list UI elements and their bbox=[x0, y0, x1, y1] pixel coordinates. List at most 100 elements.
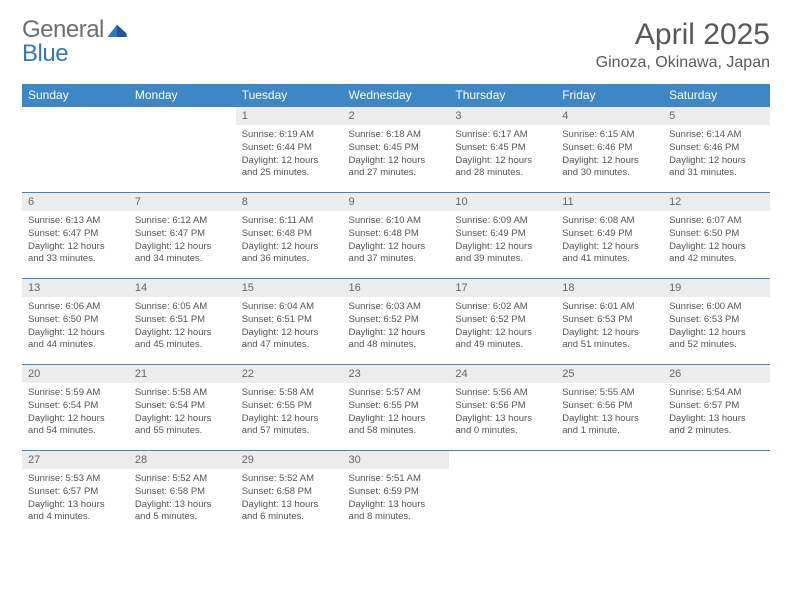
sunset-text: Sunset: 6:58 PM bbox=[135, 486, 230, 499]
calendar-day-cell: 24Sunrise: 5:56 AMSunset: 6:56 PMDayligh… bbox=[449, 365, 556, 451]
sunrise-text: Sunrise: 6:08 AM bbox=[562, 215, 657, 228]
day-content: Sunrise: 6:07 AMSunset: 6:50 PMDaylight:… bbox=[663, 211, 770, 272]
day-number: 28 bbox=[129, 451, 236, 469]
day-number: 10 bbox=[449, 193, 556, 211]
day-content: Sunrise: 6:08 AMSunset: 6:49 PMDaylight:… bbox=[556, 211, 663, 272]
weekday-header: Monday bbox=[129, 84, 236, 107]
sunrise-text: Sunrise: 6:04 AM bbox=[242, 301, 337, 314]
day-number: 11 bbox=[556, 193, 663, 211]
day-number: 15 bbox=[236, 279, 343, 297]
sunset-text: Sunset: 6:53 PM bbox=[562, 314, 657, 327]
title-block: April 2025 Ginoza, Okinawa, Japan bbox=[596, 18, 770, 72]
day-content: Sunrise: 6:14 AMSunset: 6:46 PMDaylight:… bbox=[663, 125, 770, 186]
daylight-text: Daylight: 12 hours and 37 minutes. bbox=[349, 241, 444, 267]
sunrise-text: Sunrise: 6:12 AM bbox=[135, 215, 230, 228]
day-content: Sunrise: 6:02 AMSunset: 6:52 PMDaylight:… bbox=[449, 297, 556, 358]
daylight-text: Daylight: 13 hours and 0 minutes. bbox=[455, 413, 550, 439]
sunset-text: Sunset: 6:47 PM bbox=[28, 228, 123, 241]
logo-text-2: Blue bbox=[22, 40, 68, 67]
sunrise-text: Sunrise: 5:51 AM bbox=[349, 473, 444, 486]
daylight-text: Daylight: 12 hours and 45 minutes. bbox=[135, 327, 230, 353]
sunrise-text: Sunrise: 6:00 AM bbox=[669, 301, 764, 314]
sunrise-text: Sunrise: 6:09 AM bbox=[455, 215, 550, 228]
calendar-day-cell: 8Sunrise: 6:11 AMSunset: 6:48 PMDaylight… bbox=[236, 193, 343, 279]
calendar-day-cell: 4Sunrise: 6:15 AMSunset: 6:46 PMDaylight… bbox=[556, 107, 663, 193]
sunset-text: Sunset: 6:52 PM bbox=[455, 314, 550, 327]
calendar-day-cell bbox=[22, 107, 129, 193]
day-content: Sunrise: 6:04 AMSunset: 6:51 PMDaylight:… bbox=[236, 297, 343, 358]
weekday-header: Thursday bbox=[449, 84, 556, 107]
sunset-text: Sunset: 6:56 PM bbox=[455, 400, 550, 413]
sunset-text: Sunset: 6:50 PM bbox=[669, 228, 764, 241]
day-number: 25 bbox=[556, 365, 663, 383]
day-number: 30 bbox=[343, 451, 450, 469]
sunrise-text: Sunrise: 5:59 AM bbox=[28, 387, 123, 400]
sunset-text: Sunset: 6:50 PM bbox=[28, 314, 123, 327]
sunset-text: Sunset: 6:52 PM bbox=[349, 314, 444, 327]
calendar-day-cell: 21Sunrise: 5:58 AMSunset: 6:54 PMDayligh… bbox=[129, 365, 236, 451]
day-number: 23 bbox=[343, 365, 450, 383]
sunset-text: Sunset: 6:57 PM bbox=[28, 486, 123, 499]
calendar-day-cell: 13Sunrise: 6:06 AMSunset: 6:50 PMDayligh… bbox=[22, 279, 129, 365]
calendar-day-cell: 27Sunrise: 5:53 AMSunset: 6:57 PMDayligh… bbox=[22, 451, 129, 537]
daylight-text: Daylight: 12 hours and 42 minutes. bbox=[669, 241, 764, 267]
sunset-text: Sunset: 6:57 PM bbox=[669, 400, 764, 413]
daylight-text: Daylight: 12 hours and 47 minutes. bbox=[242, 327, 337, 353]
day-content: Sunrise: 6:00 AMSunset: 6:53 PMDaylight:… bbox=[663, 297, 770, 358]
weekday-header: Wednesday bbox=[343, 84, 450, 107]
daylight-text: Daylight: 12 hours and 30 minutes. bbox=[562, 155, 657, 181]
day-content: Sunrise: 5:58 AMSunset: 6:54 PMDaylight:… bbox=[129, 383, 236, 444]
day-content: Sunrise: 5:57 AMSunset: 6:55 PMDaylight:… bbox=[343, 383, 450, 444]
logo: GeneralBlue bbox=[22, 18, 127, 66]
day-number: 9 bbox=[343, 193, 450, 211]
calendar-day-cell bbox=[129, 107, 236, 193]
day-number: 1 bbox=[236, 107, 343, 125]
daylight-text: Daylight: 12 hours and 55 minutes. bbox=[135, 413, 230, 439]
daylight-text: Daylight: 13 hours and 8 minutes. bbox=[349, 499, 444, 525]
sunrise-text: Sunrise: 6:18 AM bbox=[349, 129, 444, 142]
sunset-text: Sunset: 6:54 PM bbox=[135, 400, 230, 413]
sunset-text: Sunset: 6:55 PM bbox=[242, 400, 337, 413]
logo-text-1: General bbox=[22, 16, 104, 43]
day-number: 2 bbox=[343, 107, 450, 125]
day-number: 29 bbox=[236, 451, 343, 469]
sunrise-text: Sunrise: 5:58 AM bbox=[242, 387, 337, 400]
daylight-text: Daylight: 12 hours and 31 minutes. bbox=[669, 155, 764, 181]
day-number: 18 bbox=[556, 279, 663, 297]
day-number: 16 bbox=[343, 279, 450, 297]
day-number: 8 bbox=[236, 193, 343, 211]
calendar-week-row: 1Sunrise: 6:19 AMSunset: 6:44 PMDaylight… bbox=[22, 107, 770, 193]
calendar-day-cell bbox=[556, 451, 663, 537]
day-content: Sunrise: 5:51 AMSunset: 6:59 PMDaylight:… bbox=[343, 469, 450, 530]
calendar-day-cell: 6Sunrise: 6:13 AMSunset: 6:47 PMDaylight… bbox=[22, 193, 129, 279]
day-content: Sunrise: 6:01 AMSunset: 6:53 PMDaylight:… bbox=[556, 297, 663, 358]
calendar-day-cell: 1Sunrise: 6:19 AMSunset: 6:44 PMDaylight… bbox=[236, 107, 343, 193]
daylight-text: Daylight: 12 hours and 49 minutes. bbox=[455, 327, 550, 353]
calendar-day-cell: 19Sunrise: 6:00 AMSunset: 6:53 PMDayligh… bbox=[663, 279, 770, 365]
sunset-text: Sunset: 6:56 PM bbox=[562, 400, 657, 413]
sunset-text: Sunset: 6:47 PM bbox=[135, 228, 230, 241]
calendar-day-cell: 11Sunrise: 6:08 AMSunset: 6:49 PMDayligh… bbox=[556, 193, 663, 279]
sunrise-text: Sunrise: 6:13 AM bbox=[28, 215, 123, 228]
day-content: Sunrise: 6:18 AMSunset: 6:45 PMDaylight:… bbox=[343, 125, 450, 186]
calendar-table: SundayMondayTuesdayWednesdayThursdayFrid… bbox=[22, 84, 770, 537]
day-content: Sunrise: 5:58 AMSunset: 6:55 PMDaylight:… bbox=[236, 383, 343, 444]
day-content: Sunrise: 5:52 AMSunset: 6:58 PMDaylight:… bbox=[129, 469, 236, 530]
day-number: 27 bbox=[22, 451, 129, 469]
calendar-body: 1Sunrise: 6:19 AMSunset: 6:44 PMDaylight… bbox=[22, 107, 770, 537]
daylight-text: Daylight: 12 hours and 54 minutes. bbox=[28, 413, 123, 439]
calendar-day-cell: 20Sunrise: 5:59 AMSunset: 6:54 PMDayligh… bbox=[22, 365, 129, 451]
day-content: Sunrise: 6:10 AMSunset: 6:48 PMDaylight:… bbox=[343, 211, 450, 272]
day-number: 22 bbox=[236, 365, 343, 383]
daylight-text: Daylight: 12 hours and 44 minutes. bbox=[28, 327, 123, 353]
sunrise-text: Sunrise: 6:15 AM bbox=[562, 129, 657, 142]
calendar-day-cell: 18Sunrise: 6:01 AMSunset: 6:53 PMDayligh… bbox=[556, 279, 663, 365]
daylight-text: Daylight: 12 hours and 25 minutes. bbox=[242, 155, 337, 181]
calendar-day-cell: 3Sunrise: 6:17 AMSunset: 6:45 PMDaylight… bbox=[449, 107, 556, 193]
daylight-text: Daylight: 13 hours and 6 minutes. bbox=[242, 499, 337, 525]
sunrise-text: Sunrise: 5:54 AM bbox=[669, 387, 764, 400]
sunrise-text: Sunrise: 6:10 AM bbox=[349, 215, 444, 228]
day-content: Sunrise: 5:52 AMSunset: 6:58 PMDaylight:… bbox=[236, 469, 343, 530]
day-number: 20 bbox=[22, 365, 129, 383]
calendar-day-cell: 23Sunrise: 5:57 AMSunset: 6:55 PMDayligh… bbox=[343, 365, 450, 451]
